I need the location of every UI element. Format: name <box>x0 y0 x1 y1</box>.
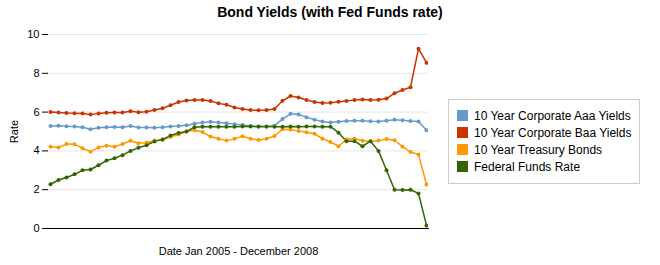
html-text:10 Year Treasury Bonds: 10 Year Treasury Bonds <box>474 142 603 157</box>
svg-text:6: 6 <box>33 106 39 118</box>
html-text:Federal Funds Rate: Federal Funds Rate <box>474 159 581 174</box>
svg-text:10: 10 <box>27 28 39 40</box>
svg-text:4: 4 <box>33 144 39 156</box>
svg-text:8: 8 <box>33 67 39 79</box>
svg-text:0: 0 <box>33 222 39 234</box>
svg-text:Rate: Rate <box>8 120 20 143</box>
html-text:Bond Yields (with Fed Funds ra: Bond Yields (with Fed Funds rate) <box>217 4 443 20</box>
html-text:10 Year Corporate Aaa Yields: 10 Year Corporate Aaa Yields <box>474 108 631 123</box>
svg-text:2: 2 <box>33 183 39 195</box>
html-text:10 Year Corporate Baa Yields: 10 Year Corporate Baa Yields <box>474 125 632 140</box>
svg-text:Date Jan 2005 - December 2008: Date Jan 2005 - December 2008 <box>159 245 319 257</box>
